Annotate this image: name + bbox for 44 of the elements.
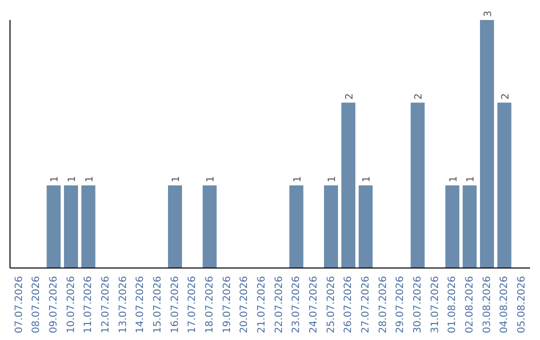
- data-label: 1: [171, 176, 182, 182]
- x-tick-label: 11.07.2026: [83, 276, 94, 334]
- x-tick-label: 20.07.2026: [239, 276, 250, 334]
- data-label: 1: [84, 176, 96, 182]
- x-tick-label: 22.07.2026: [274, 276, 285, 334]
- data-label: 3: [483, 10, 494, 17]
- x-tick-label: 08.07.2026: [31, 276, 42, 334]
- data-label: 1: [327, 176, 338, 182]
- data-label: 1: [67, 176, 78, 182]
- x-tick-label: 31.07.2026: [430, 276, 441, 334]
- x-tick-label: 15.07.2026: [152, 276, 164, 334]
- x-tick-label: 19.07.2026: [222, 276, 233, 334]
- x-tick-label: 29.07.2026: [395, 276, 406, 334]
- data-label: 1: [206, 176, 217, 182]
- x-tick-label: 24.07.2026: [308, 276, 320, 334]
- x-tick-label: 03.08.2026: [482, 276, 493, 334]
- x-tick-label: 07.07.2026: [14, 276, 25, 334]
- x-tick-label: 21.07.2026: [256, 276, 268, 334]
- x-tick-label: 25.07.2026: [326, 276, 337, 334]
- x-tick-label: 30.07.2026: [412, 276, 424, 334]
- x-tick-label: 27.07.2026: [360, 276, 372, 334]
- x-tick-label: 10.07.2026: [66, 276, 77, 334]
- data-label: 2: [414, 93, 425, 100]
- data-label: 1: [362, 176, 373, 182]
- x-tick-label: 18.07.2026: [204, 276, 216, 334]
- x-tick-label: 23.07.2026: [291, 276, 302, 334]
- data-label: 1: [50, 176, 61, 182]
- x-tick-label: 13.07.2026: [118, 276, 129, 334]
- data-label: 1: [292, 176, 304, 182]
- x-tick-label: 26.07.2026: [343, 276, 354, 334]
- x-tick-label: 28.07.2026: [378, 276, 389, 334]
- x-tick-label: 04.08.2026: [499, 276, 510, 334]
- data-label: 1: [466, 176, 477, 182]
- data-label: 2: [500, 93, 512, 100]
- data-label: 2: [344, 93, 356, 100]
- x-tick-label: 02.08.2026: [464, 276, 476, 334]
- x-tick-label: 12.07.2026: [100, 276, 112, 334]
- x-tick-label: 01.08.2026: [447, 276, 458, 334]
- data-label: 1: [448, 176, 460, 182]
- x-tick-label: 16.07.2026: [170, 276, 181, 334]
- x-tick-label: 05.08.2026: [516, 276, 528, 334]
- x-tick-label: 17.07.2026: [187, 276, 198, 334]
- x-tick-label: 09.07.2026: [48, 276, 60, 334]
- x-tick-label: 14.07.2026: [135, 276, 146, 334]
